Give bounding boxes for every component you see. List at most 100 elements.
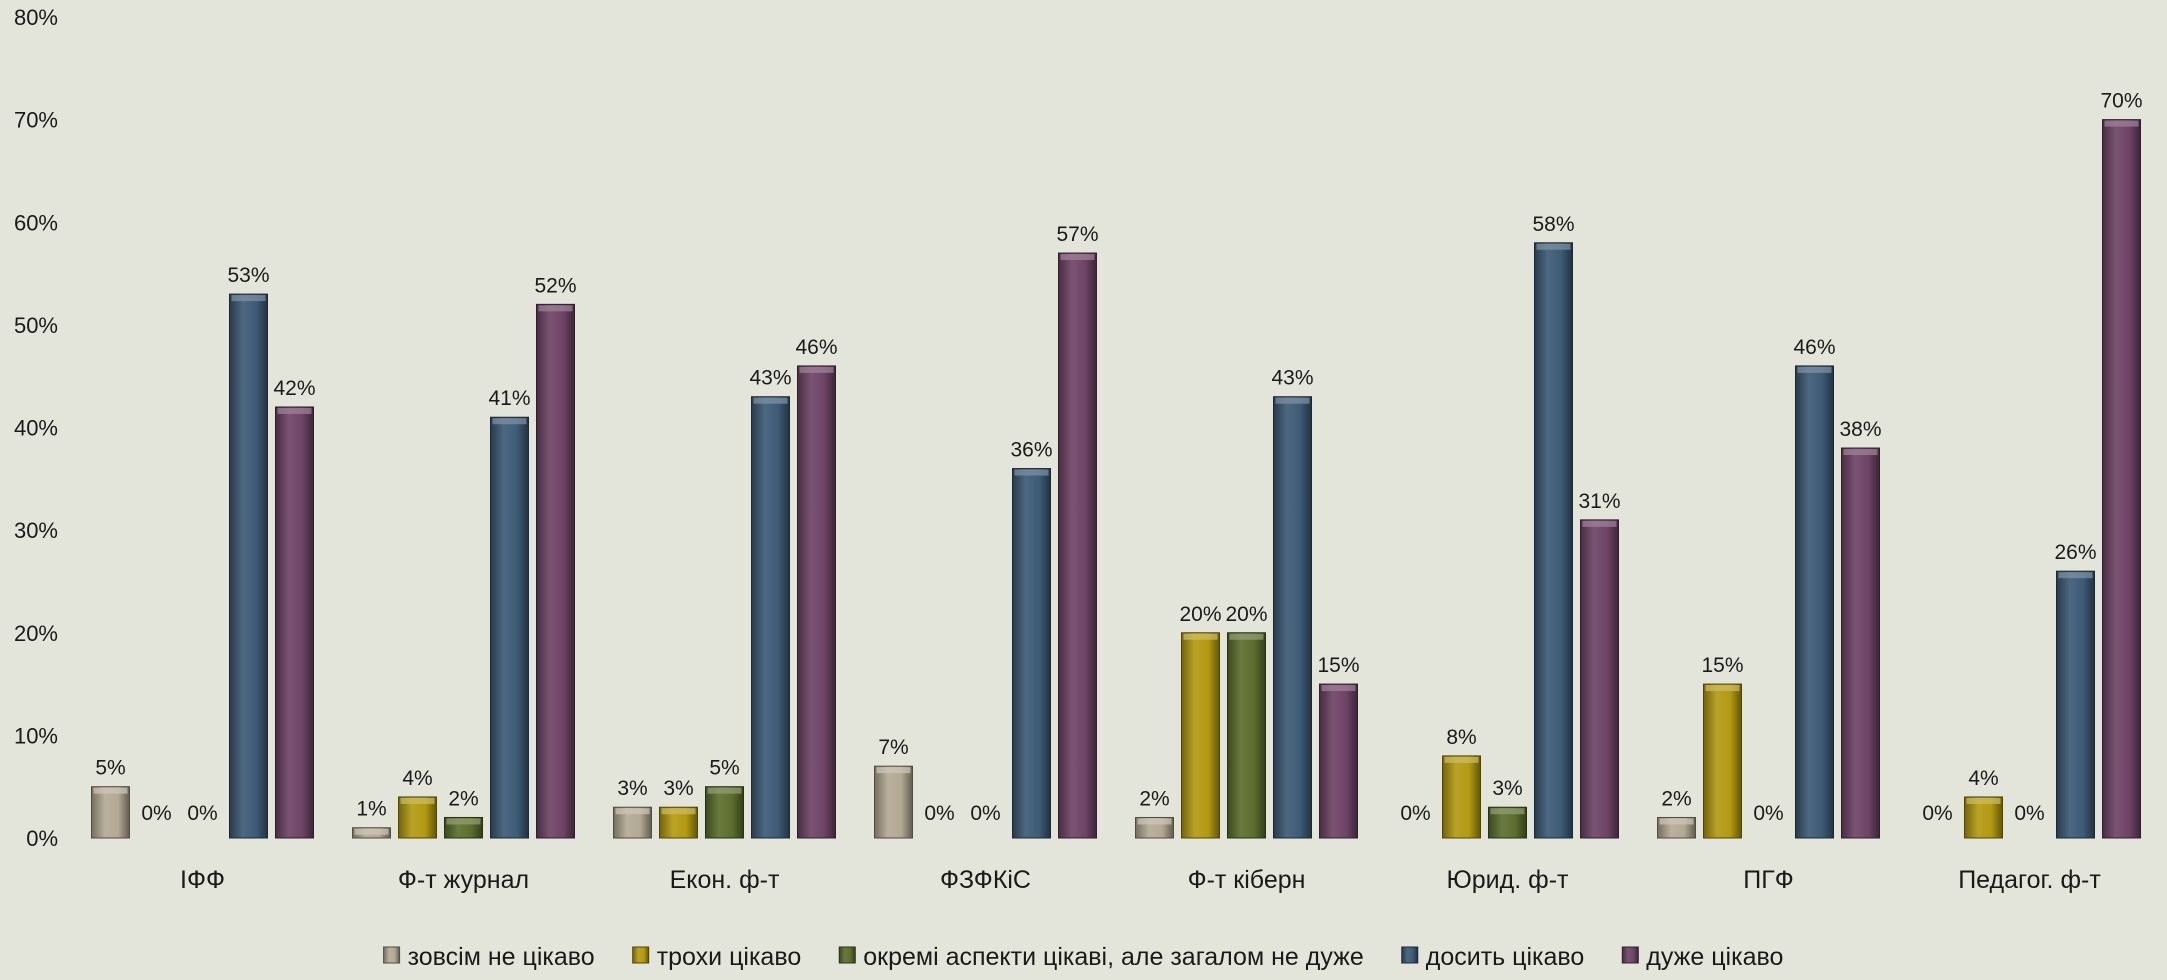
bar-cap <box>1797 366 1832 373</box>
data-label: 0% <box>1753 802 1783 825</box>
bar-cap <box>1659 818 1694 825</box>
bar-cap <box>1843 449 1878 456</box>
bar <box>1841 447 1880 839</box>
bar <box>1181 632 1220 839</box>
legend-label: дуже цікаво <box>1646 943 1783 971</box>
bar-cap <box>2058 572 2093 579</box>
bar-cap <box>876 767 911 774</box>
data-label: 43% <box>749 367 791 390</box>
category-label: Ф-т кіберн <box>1188 866 1306 894</box>
bar-cap <box>492 418 527 425</box>
data-label: 2% <box>1139 787 1169 810</box>
bar-cap <box>446 818 481 825</box>
data-label: 20% <box>1179 603 1221 626</box>
data-label: 15% <box>1701 654 1743 677</box>
data-label: 4% <box>1968 767 1998 790</box>
bar-cap <box>707 787 742 794</box>
data-label: 70% <box>2100 90 2142 113</box>
bar-cap <box>1444 756 1479 763</box>
bar-cap <box>661 808 696 815</box>
y-tick-label: 10% <box>14 723 58 748</box>
data-label: 3% <box>663 777 693 800</box>
data-label: 7% <box>878 736 908 759</box>
data-label: 38% <box>1839 418 1881 441</box>
bar <box>2056 570 2095 839</box>
bar <box>91 786 130 839</box>
category-label: ФЗФКіС <box>940 866 1031 894</box>
bar-cap <box>1582 520 1617 527</box>
data-label: 3% <box>1492 777 1522 800</box>
bar-cap <box>2104 120 2139 127</box>
bar-cap <box>1536 243 1571 250</box>
data-label: 0% <box>2014 802 2044 825</box>
legend-label: досить цікаво <box>1426 943 1585 971</box>
data-label: 53% <box>227 264 269 287</box>
bar-cap <box>615 808 650 815</box>
bar <box>490 416 529 839</box>
category-label: Екон. ф-т <box>670 866 780 894</box>
legend-swatch <box>1401 946 1419 964</box>
bar-cap <box>1229 633 1264 640</box>
data-label: 0% <box>1400 802 1430 825</box>
bar <box>1795 365 1834 839</box>
y-tick-label: 80% <box>14 5 58 30</box>
data-label: 58% <box>1532 213 1574 236</box>
data-label: 8% <box>1446 726 1476 749</box>
legend-label: трохи цікаво <box>657 943 802 971</box>
y-tick-label: 50% <box>14 313 58 338</box>
data-label: 0% <box>1922 802 1952 825</box>
category-label: ІФФ <box>180 866 225 894</box>
bars <box>91 119 2141 839</box>
bar-cap <box>93 787 128 794</box>
data-label: 36% <box>1010 439 1052 462</box>
data-label: 1% <box>356 798 386 821</box>
data-label: 46% <box>1793 336 1835 359</box>
legend-swatch <box>1621 946 1639 964</box>
y-tick-label: 40% <box>14 416 58 441</box>
bar-cap <box>354 828 389 835</box>
legend-swatch <box>632 946 650 964</box>
data-labels: 5%0% 0%53%42%1%4%2%41%52%3% 3%5%43%46%7%0%… <box>95 90 2142 825</box>
data-label: 5% <box>95 757 125 780</box>
category-label: Ф-т журнал <box>398 866 529 894</box>
bar <box>1580 519 1619 839</box>
data-label: 5% <box>709 757 739 780</box>
bar-cap <box>799 366 834 373</box>
bar-cap <box>1137 818 1172 825</box>
bar <box>751 396 790 839</box>
bar-cap <box>231 295 266 302</box>
bar-cap <box>1966 797 2001 804</box>
category-label: ПГФ <box>1743 866 1794 894</box>
y-tick-label: 30% <box>14 518 58 543</box>
bar-cap <box>753 397 788 404</box>
bar-cap <box>538 305 573 312</box>
data-label: 52% <box>534 274 576 297</box>
y-tick-label: 60% <box>14 210 58 235</box>
bar <box>275 406 314 839</box>
category-label: Педагог. ф-т <box>1958 866 2101 894</box>
data-label: 57% <box>1056 223 1098 246</box>
bar <box>536 303 575 839</box>
bar-cap <box>1183 633 1218 640</box>
data-label: 2% <box>448 787 478 810</box>
legend-swatch <box>383 946 401 964</box>
bar-cap <box>1705 685 1740 692</box>
data-label: 31% <box>1578 490 1620 513</box>
data-label: 41% <box>488 387 530 410</box>
data-label: 2% <box>1661 787 1691 810</box>
data-label: 0% <box>187 802 217 825</box>
bar <box>1058 252 1097 839</box>
data-label: 0% <box>970 802 1000 825</box>
data-label: 0% <box>924 802 954 825</box>
bar <box>1273 396 1312 839</box>
data-label: 3% <box>617 777 647 800</box>
data-label: 0% <box>141 802 171 825</box>
y-tick-label: 70% <box>14 108 58 133</box>
bar-cap <box>400 797 435 804</box>
bar <box>2102 119 2141 839</box>
data-label: 4% <box>402 767 432 790</box>
data-label: 46% <box>795 336 837 359</box>
legend-label: окремі аспекти цікаві, але загалом не ду… <box>863 943 1364 971</box>
